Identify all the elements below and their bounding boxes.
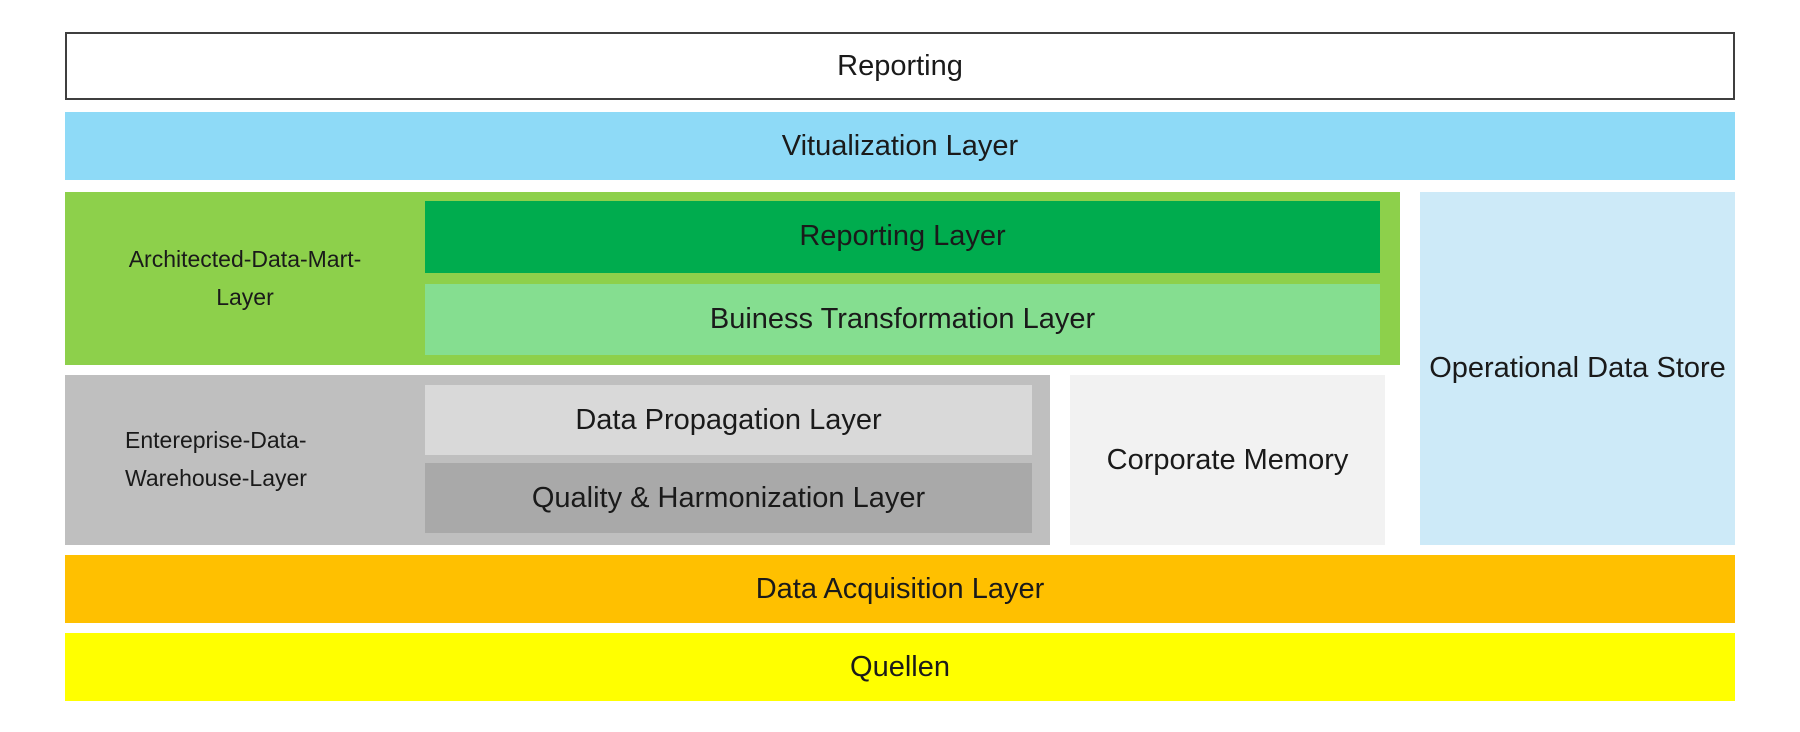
quellen-label: Quellen bbox=[850, 650, 950, 683]
enterprise-data-warehouse-layer-label-line2: Warehouse-Layer bbox=[125, 465, 307, 491]
enterprise-data-warehouse-layer-label-line1: Entereprise-Data- bbox=[125, 427, 307, 454]
architected-data-mart-layer-container: Architected-Data-Mart- Layer Reporting L… bbox=[65, 192, 1400, 365]
corporate-memory-box: Corporate Memory bbox=[1070, 375, 1385, 545]
gray-inner-stack: Data Propagation Layer Quality & Harmoni… bbox=[425, 375, 1050, 545]
visualization-layer-label: Vitualization Layer bbox=[781, 129, 1019, 162]
operational-data-store-box: Operational Data Store bbox=[1420, 192, 1735, 545]
reporting-layer-label: Reporting Layer bbox=[799, 220, 1006, 253]
architected-data-mart-layer-label-line1: Architected-Data-Mart- bbox=[128, 245, 362, 272]
green-inner-stack: Reporting Layer Buiness Transformation L… bbox=[425, 192, 1400, 365]
architected-data-mart-layer-label-line2: Layer bbox=[216, 283, 274, 310]
quellen-bar: Quellen bbox=[65, 633, 1735, 701]
quality-harmonization-layer-box: Quality & Harmonization Layer bbox=[425, 463, 1032, 533]
left-column: Architected-Data-Mart- Layer Reporting L… bbox=[65, 192, 1400, 545]
business-transformation-layer-label: Buiness Transformation Layer bbox=[709, 302, 1096, 335]
architected-data-mart-layer-label: Architected-Data-Mart- Layer bbox=[65, 192, 425, 365]
business-transformation-layer-box: Buiness Transformation Layer bbox=[425, 283, 1380, 355]
data-acquisition-layer-label: Data Acquisition Layer bbox=[755, 572, 1045, 605]
warehouse-row: Entereprise-Data- Warehouse-Layer Data P… bbox=[65, 375, 1400, 545]
reporting-label: Reporting bbox=[837, 49, 963, 82]
reporting-layer-box: Reporting Layer bbox=[425, 201, 1380, 273]
reporting-box: Reporting bbox=[65, 32, 1735, 100]
visualization-layer-bar: Vitualization Layer bbox=[65, 112, 1735, 180]
operational-data-store-label: Operational Data Store bbox=[1429, 352, 1726, 384]
data-acquisition-layer-bar: Data Acquisition Layer bbox=[65, 555, 1735, 623]
middle-section: Architected-Data-Mart- Layer Reporting L… bbox=[65, 192, 1735, 545]
data-propagation-layer-label: Data Propagation Layer bbox=[575, 403, 882, 436]
enterprise-data-warehouse-layer-container: Entereprise-Data- Warehouse-Layer Data P… bbox=[65, 375, 1050, 545]
enterprise-data-warehouse-layer-label: Entereprise-Data- Warehouse-Layer bbox=[65, 375, 425, 545]
corporate-memory-label: Corporate Memory bbox=[1106, 443, 1349, 476]
quality-harmonization-layer-label: Quality & Harmonization Layer bbox=[531, 481, 926, 514]
data-propagation-layer-box: Data Propagation Layer bbox=[425, 385, 1032, 455]
